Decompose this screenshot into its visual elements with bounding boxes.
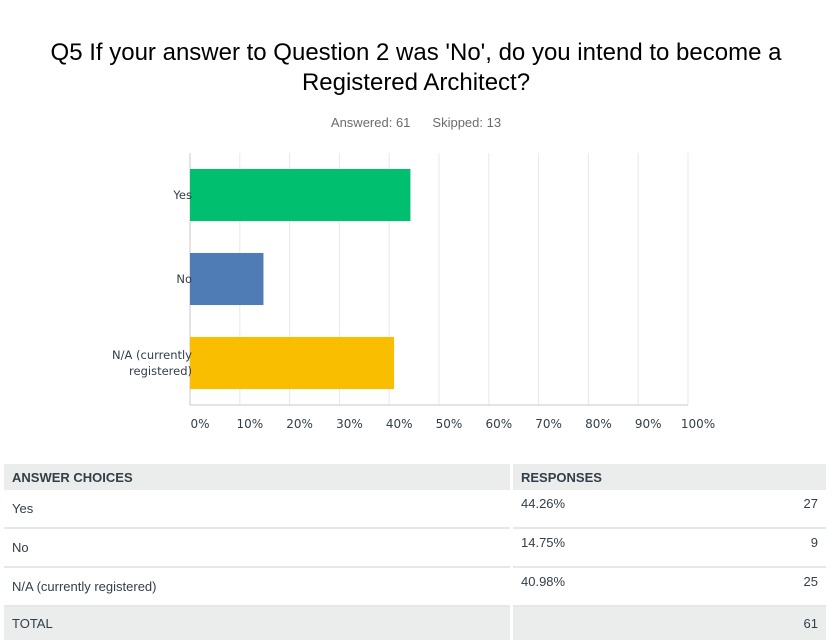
x-tick-label: 10%: [236, 417, 263, 431]
row-count: 9: [721, 528, 826, 568]
x-tick-label: 20%: [286, 417, 313, 431]
total-percent-empty: [509, 606, 722, 640]
x-tick-label: 80%: [585, 417, 612, 431]
x-tick-label: 30%: [336, 417, 363, 431]
x-tick-label: 90%: [635, 417, 662, 431]
bar: [190, 336, 395, 390]
x-tick-label: 70%: [535, 417, 562, 431]
category-label: Yes: [172, 188, 192, 202]
response-stats: Answered: 61 Skipped: 13: [0, 115, 832, 130]
responses-table: ANSWER CHOICES RESPONSES Yes 44.26% 27 N…: [4, 464, 826, 640]
table-row: No 14.75% 9: [4, 528, 826, 568]
total-count: 61: [721, 606, 826, 640]
header-answer-choices: ANSWER CHOICES: [4, 464, 512, 490]
x-tick-label: 60%: [485, 417, 512, 431]
skipped-count: Skipped: 13: [432, 115, 502, 130]
x-tick-label: 50%: [436, 417, 463, 431]
answered-count: Answered: 61: [330, 115, 411, 130]
bar: [190, 168, 411, 222]
bar-chart: Yes No N/A (currently registered) 0% 10% 20% 30…: [112, 153, 715, 431]
row-count: 27: [721, 490, 826, 529]
table-total-row: TOTAL 61: [4, 606, 826, 640]
row-count: 25: [721, 567, 826, 607]
table-row: N/A (currently registered) 40.98% 25: [4, 567, 826, 607]
bar: [190, 252, 264, 306]
category-label: N/A (currently registered): [112, 348, 192, 378]
x-tick-label: 0%: [190, 417, 209, 431]
total-label: TOTAL: [4, 606, 512, 640]
row-percent: 14.75%: [509, 528, 722, 568]
x-tick-label: 100%: [681, 417, 715, 431]
header-responses: RESPONSES: [510, 464, 826, 490]
row-choice: No: [4, 528, 512, 568]
row-percent: 40.98%: [509, 567, 722, 607]
x-tick-label: 40%: [386, 417, 413, 431]
question-title-line-2: Registered Architect?: [301, 69, 531, 96]
row-choice: Yes: [4, 490, 512, 529]
question-title-line-1: Q5 If your answer to Question 2 was 'No'…: [50, 39, 782, 66]
table-row: Yes 44.26% 27: [4, 490, 826, 529]
table-header-row: ANSWER CHOICES RESPONSES: [4, 464, 826, 490]
row-choice: N/A (currently registered): [4, 567, 512, 607]
category-label: No: [176, 272, 192, 286]
row-percent: 44.26%: [509, 490, 722, 529]
question-title: Q5 If your answer to Question 2 was 'No'…: [0, 38, 832, 98]
